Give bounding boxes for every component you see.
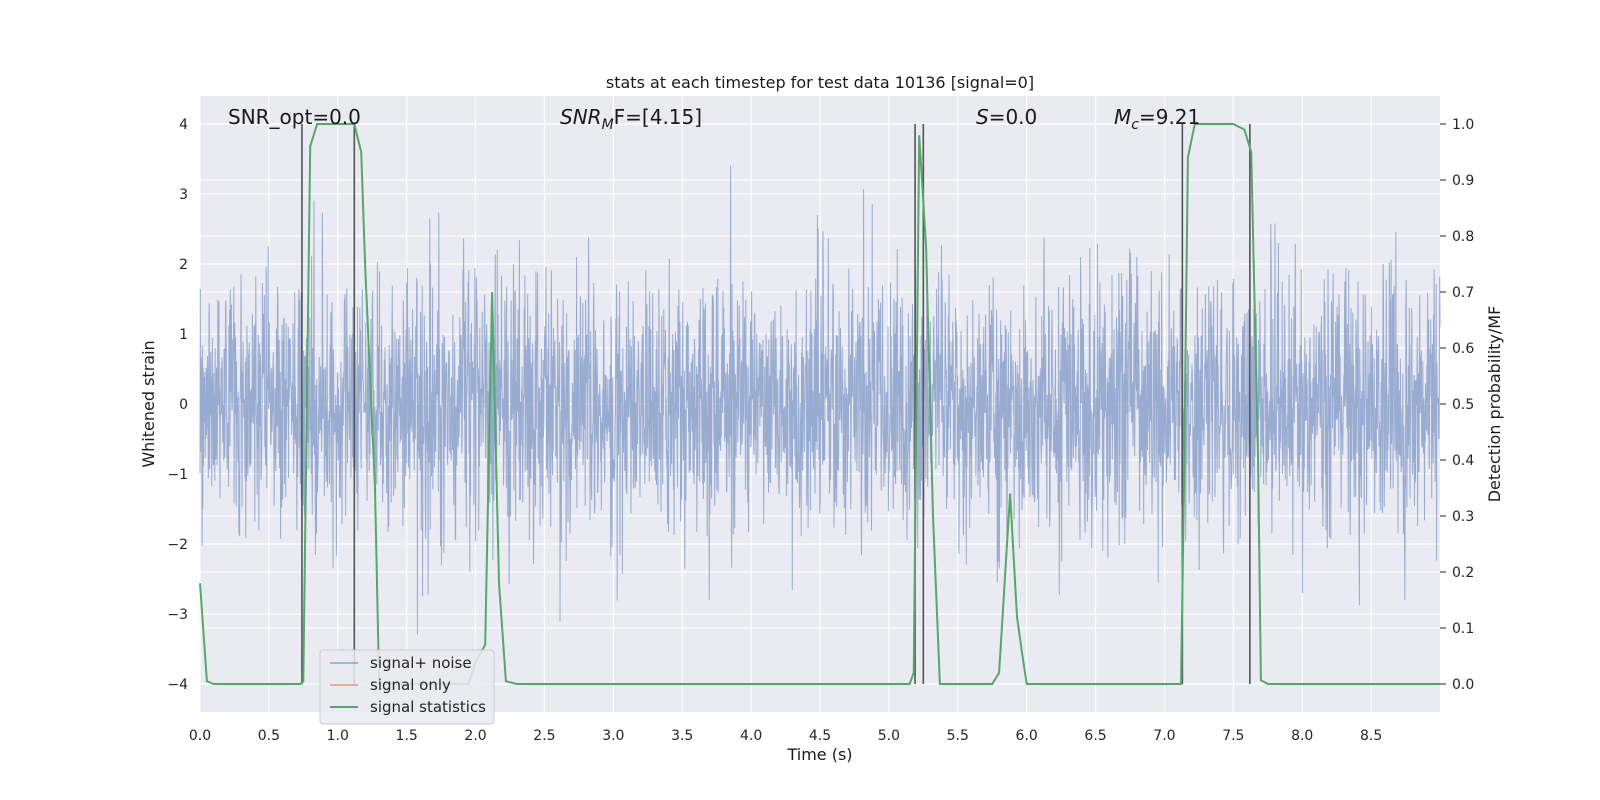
annotation-mc-label: M — [1114, 105, 1131, 129]
x-tick-label: 3.0 — [602, 728, 624, 744]
x-tick-label: 7.5 — [1222, 728, 1244, 744]
x-tick-label: 1.5 — [396, 728, 418, 744]
x-tick-label: 4.0 — [740, 728, 762, 744]
noise-trace — [199, 165, 1441, 635]
x-tick-label: 7.0 — [1153, 728, 1175, 744]
legend-label-stats: signal statistics — [370, 698, 486, 716]
x-tick-label: 5.5 — [947, 728, 969, 744]
x-tick-label: 0.5 — [258, 728, 280, 744]
legend: signal+ noise signal only signal statist… — [319, 649, 495, 725]
x-tick-label: 8.5 — [1360, 728, 1382, 744]
y-tick-label: 2 — [179, 257, 188, 273]
x-tick-label: 0.0 — [189, 728, 211, 744]
x-tick-label: 3.5 — [671, 728, 693, 744]
x-tick-label: 8.0 — [1291, 728, 1313, 744]
y2-tick-label: 0.2 — [1452, 565, 1474, 581]
legend-label-signal: signal only — [370, 676, 451, 694]
annotation-s: S=0.0 — [976, 105, 1037, 129]
y2-tick-label: 0.5 — [1452, 397, 1474, 413]
annotation-snr-mf-sub: M — [602, 117, 614, 133]
x-tick-labels: 0.0 0.5 1.0 1.5 2.0 2.5 3.0 3.5 4.0 4.5 5.0 5.5 6.0 6… — [189, 728, 1382, 744]
y-tick-label: −3 — [167, 607, 188, 623]
y-tick-label: −4 — [167, 677, 188, 693]
x-tick-label: 4.5 — [809, 728, 831, 744]
annotation-s-label: S — [976, 105, 989, 129]
x-tick-label: 2.5 — [533, 728, 555, 744]
x-tick-label: 6.0 — [1016, 728, 1038, 744]
annotation-snr-opt: SNR_opt=0.0 — [228, 105, 361, 129]
y-tick-labels: 4 3 2 1 0 −1 −2 −3 −4 — [167, 117, 188, 693]
y2-tick-label: 0.0 — [1452, 677, 1474, 693]
y-tick-label: 1 — [179, 327, 188, 343]
y2-tick-label: 0.3 — [1452, 509, 1474, 525]
y-tick-label: −1 — [167, 467, 188, 483]
legend-box — [319, 649, 495, 725]
noise-series — [199, 165, 1441, 635]
y-tick-label: 4 — [179, 117, 188, 133]
annotation-snr-mf-rest: F=[4.15] — [614, 105, 702, 129]
y-tick-label: −2 — [167, 537, 188, 553]
y-tick-label: 0 — [179, 397, 188, 413]
y2-tick-label: 0.7 — [1452, 285, 1474, 301]
annotation-mc-rest: =9.21 — [1139, 105, 1200, 129]
y-axis-label: Whitened strain — [139, 340, 158, 467]
y2-tick-label: 0.4 — [1452, 453, 1474, 469]
stats-series — [199, 123, 1440, 685]
chart-title: stats at each timestep for test data 101… — [606, 73, 1034, 92]
y2-tick-label: 1.0 — [1452, 117, 1474, 133]
annotation-s-rest: =0.0 — [989, 105, 1038, 129]
annotation-snr-mf: SNRMF=[4.15] — [560, 105, 702, 133]
y2-tick-label: 0.8 — [1452, 229, 1474, 245]
annotation-mc: Mc=9.21 — [1114, 105, 1200, 133]
stats-line — [199, 123, 1440, 685]
annotation-mc-sub: c — [1131, 117, 1139, 133]
y2-tick-label: 0.6 — [1452, 341, 1474, 357]
y-tick-label: 3 — [179, 187, 188, 203]
x-tick-label: 2.0 — [464, 728, 486, 744]
y2-tick-labels: 1.0 0.9 0.8 0.7 0.6 0.5 0.4 0.3 0.2 0.1 0.0 — [1440, 117, 1474, 693]
y2-tick-label: 0.1 — [1452, 621, 1474, 637]
x-tick-label: 6.5 — [1084, 728, 1106, 744]
y2-tick-label: 0.9 — [1452, 173, 1474, 189]
x-axis-label: Time (s) — [786, 745, 852, 764]
annotation-snr-mf-label: SNR — [560, 105, 602, 129]
x-tick-label: 1.0 — [327, 728, 349, 744]
legend-label-noise: signal+ noise — [370, 654, 472, 672]
x-tick-label: 5.0 — [878, 728, 900, 744]
y2-axis-label: Detection probability/MF — [1485, 306, 1504, 503]
